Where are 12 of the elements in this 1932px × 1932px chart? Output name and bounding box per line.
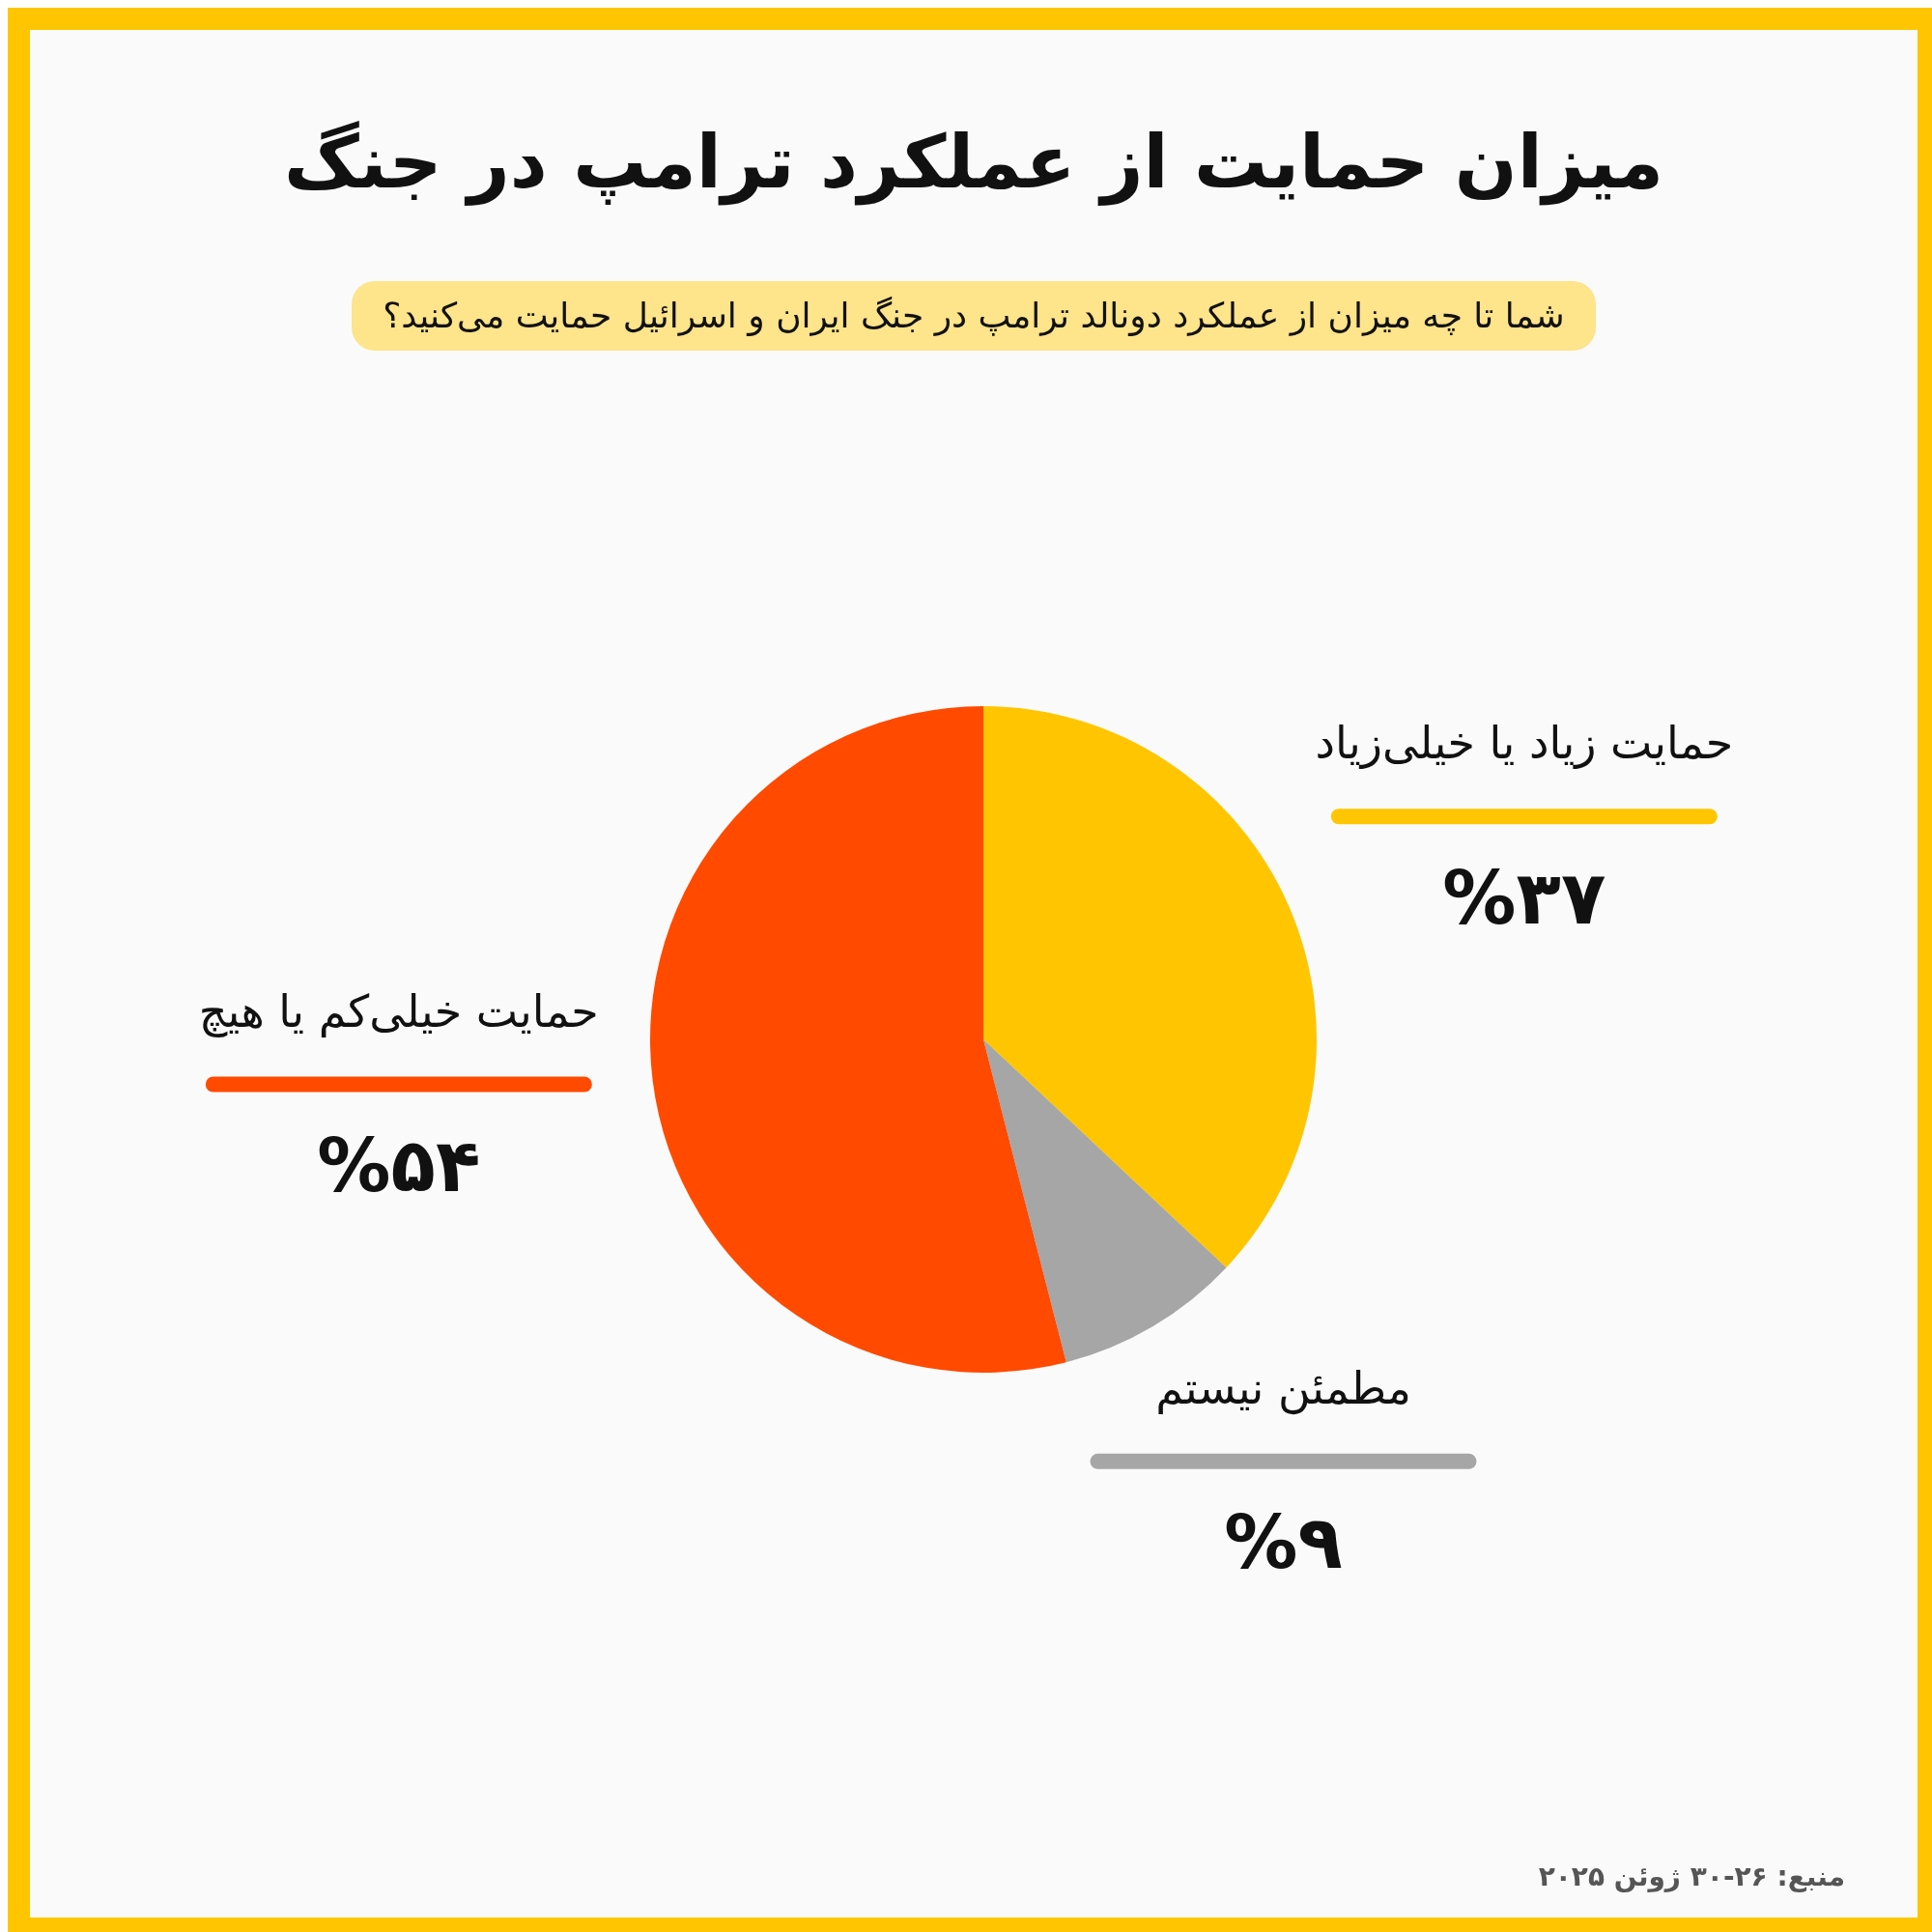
pie-slice	[983, 706, 1317, 1268]
data-label: %۵۴	[317, 1122, 481, 1209]
pie-slice	[983, 1039, 1227, 1363]
slice-label: حمایت زیاد یا خیلی‌زیاد	[1315, 717, 1734, 770]
data-label: %۹	[1224, 1499, 1343, 1586]
data-label: %۳۷	[1442, 854, 1606, 941]
slice-label: حمایت خیلی‌کم یا هیچ	[198, 984, 599, 1037]
slice-label: مطمئن نیستم	[1155, 1361, 1411, 1415]
chart-subtitle: شما تا چه میزان از عملکرد دونالد ترامپ در جنگ ایران و اسرائیل حمایت می‌کنید؟	[352, 281, 1596, 351]
pie-slice	[650, 706, 1066, 1373]
text: منبع: ۲۶-۳۰ ژوئن ۲۰۲۵	[1538, 1861, 1845, 1892]
chart-title: میزان حمایت از عملکرد ترامپ در جنگ	[282, 118, 1665, 208]
